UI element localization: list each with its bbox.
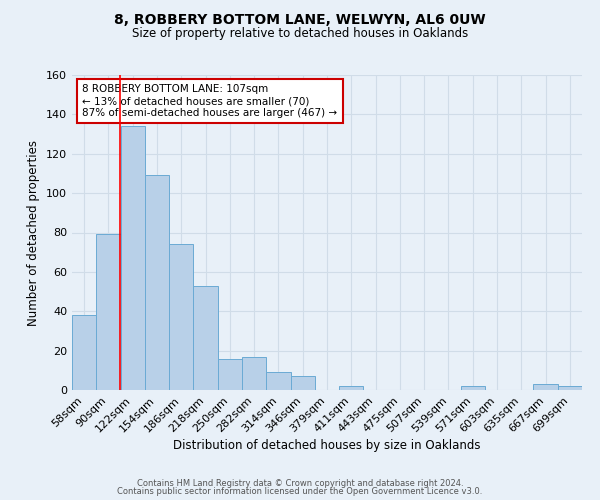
X-axis label: Distribution of detached houses by size in Oaklands: Distribution of detached houses by size … xyxy=(173,440,481,452)
Bar xyxy=(218,358,242,390)
Bar xyxy=(96,234,121,390)
Bar xyxy=(558,386,582,390)
Bar xyxy=(339,386,364,390)
Y-axis label: Number of detached properties: Number of detached properties xyxy=(28,140,40,326)
Bar xyxy=(461,386,485,390)
Text: 8, ROBBERY BOTTOM LANE, WELWYN, AL6 0UW: 8, ROBBERY BOTTOM LANE, WELWYN, AL6 0UW xyxy=(114,12,486,26)
Bar xyxy=(121,126,145,390)
Bar xyxy=(533,384,558,390)
Bar xyxy=(242,356,266,390)
Bar xyxy=(266,372,290,390)
Bar xyxy=(290,376,315,390)
Text: Contains HM Land Registry data © Crown copyright and database right 2024.: Contains HM Land Registry data © Crown c… xyxy=(137,478,463,488)
Bar xyxy=(145,176,169,390)
Text: 8 ROBBERY BOTTOM LANE: 107sqm
← 13% of detached houses are smaller (70)
87% of s: 8 ROBBERY BOTTOM LANE: 107sqm ← 13% of d… xyxy=(82,84,337,117)
Bar xyxy=(193,286,218,390)
Text: Size of property relative to detached houses in Oaklands: Size of property relative to detached ho… xyxy=(132,28,468,40)
Text: Contains public sector information licensed under the Open Government Licence v3: Contains public sector information licen… xyxy=(118,487,482,496)
Bar xyxy=(72,315,96,390)
Bar xyxy=(169,244,193,390)
